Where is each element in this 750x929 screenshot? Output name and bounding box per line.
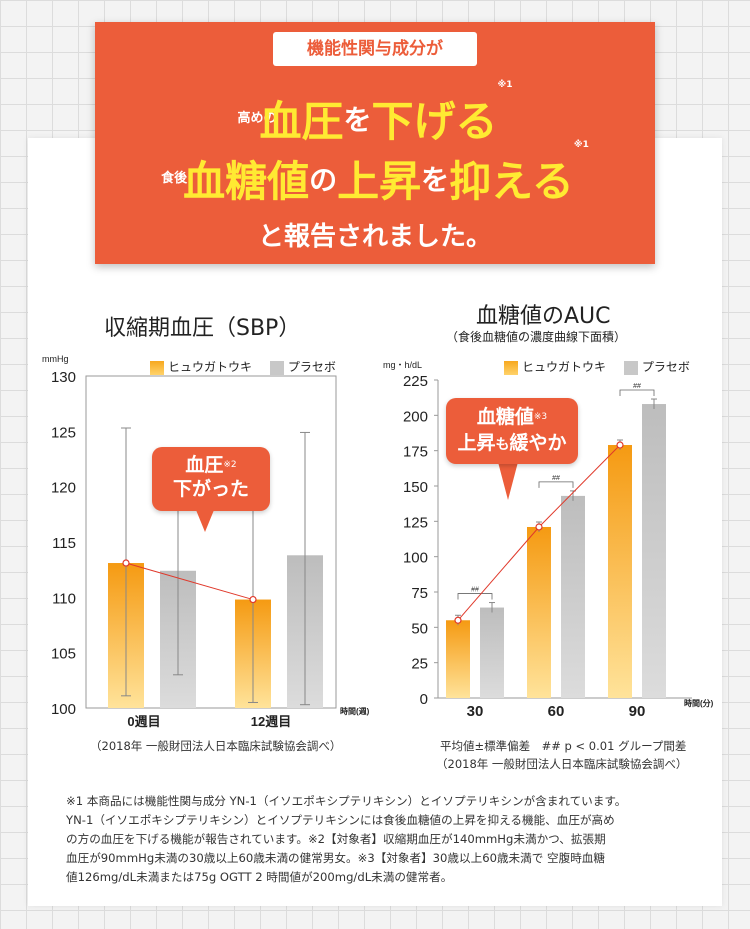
footnotes: ※1 本商品には機能性関与成分 YN-1（イソエポキシプテリキシン）とイソプテリ… xyxy=(66,792,706,887)
callout2-line1: 血糖値 xyxy=(476,406,534,428)
chart2-sig-bracket xyxy=(538,481,574,488)
legend-swatch-gray xyxy=(623,360,638,375)
chart2-xlabel: 時間(分) xyxy=(684,698,714,708)
line1-mid: を xyxy=(343,103,372,137)
chart2-ytick: 125 xyxy=(403,514,428,531)
legend-swatch-gray xyxy=(269,360,284,375)
chart1-ytick: 105 xyxy=(51,646,76,663)
footnote-line: YN-1（イソエポキシプテリキシン）とイソプテリキシンには食後血糖値の上昇を抑え… xyxy=(66,813,615,827)
banner-pill: 機能性関与成分が xyxy=(273,32,477,66)
chart2-bar-gray xyxy=(642,404,666,698)
chart2-title: 血糖値のAUC xyxy=(476,304,611,329)
chart1-ylabel: mmHg xyxy=(42,354,69,364)
callout2-line2b: も xyxy=(495,437,510,453)
chart2-legend: ヒュウガトウキ プラセボ xyxy=(504,358,690,375)
chart2-ytick: 25 xyxy=(411,656,428,673)
chart2-ytick: 0 xyxy=(420,691,428,708)
chart2-trend-line xyxy=(538,444,621,528)
line1-big-2: 下げる xyxy=(371,97,498,146)
legend-label-1: ヒュウガトウキ xyxy=(168,360,253,374)
chart2-xtick: 60 xyxy=(548,703,565,720)
chart2-trend-line xyxy=(457,526,540,621)
legend-swatch-orange xyxy=(150,360,164,375)
chart1-frame xyxy=(85,375,337,709)
chart2-callout: 血糖値※3 上昇も緩やか xyxy=(446,398,578,464)
footnote-line: 値126mg/dL未満または75g OGTT 2 時間値が200mg/dL未満の… xyxy=(66,870,453,884)
line2-sup: ※1 xyxy=(573,140,589,150)
chart1-ytick: 130 xyxy=(51,369,76,386)
chart2-sig-bracket xyxy=(457,593,493,600)
chart2-ytick: 50 xyxy=(411,620,428,637)
callout1-line1: 血圧 xyxy=(185,454,224,476)
chart1-ytick: 120 xyxy=(51,480,76,497)
chart2-bar-orange xyxy=(446,620,470,698)
chart2-xtick: 90 xyxy=(629,703,646,720)
headline-banner: 機能性関与成分が 高めの血圧を下げる※1 食後血糖値の上昇を抑える※1 と報告さ… xyxy=(95,22,655,264)
chart1-ytick: 110 xyxy=(52,590,76,607)
chart2-sig-label: ## xyxy=(471,587,479,594)
chart2-ytick: 100 xyxy=(403,550,428,567)
chart2-bar-orange xyxy=(608,445,632,698)
chart2-subtitle: （食後血糖値の濃度曲線下面積） xyxy=(446,330,627,344)
callout2-line2a: 上昇 xyxy=(457,432,496,454)
chart2-trend-point xyxy=(616,441,624,449)
headline-line-3: と報告されました。 xyxy=(257,222,492,252)
callout1-sup: ※2 xyxy=(223,460,237,470)
chart1-trend-point xyxy=(249,595,257,604)
chart1-callout: 血圧※2 下がった xyxy=(152,447,270,511)
chart2-trend-point xyxy=(535,523,543,531)
line1-big-1: 血圧 xyxy=(259,97,344,146)
line2-big-1: 血糖値 xyxy=(183,157,310,206)
chart2-plot: 225 200 175 150 125 100 75 50 25 0 mg・h/dL 30 ## 60 ##… xyxy=(383,360,714,720)
chart1-ytick: 115 xyxy=(52,535,76,552)
chart2-ytick: 200 xyxy=(403,408,428,425)
chart1-plot: 130 125 120 115 110 105 100 mmHg 0週目 12週目 時間(週) xyxy=(42,354,370,729)
legend-label-1: ヒュウガトウキ xyxy=(522,360,607,374)
chart2-note-2: （2018年 一般財団法人日本臨床試験協会調べ） xyxy=(436,757,688,771)
chart2-xtick: 30 xyxy=(467,703,484,720)
chart2-bar-gray xyxy=(480,607,504,698)
chart2-ylabel: mg・h/dL xyxy=(383,360,422,370)
chart2-trend-point xyxy=(454,616,462,624)
footnote-line: の方の血圧を下げる機能が報告されています。※2【対象者】収縮期血圧が140mmH… xyxy=(66,832,606,846)
chart2-note-1: 平均値±標準偏差 ## p < 0.01 グループ間差 xyxy=(440,739,687,753)
callout2-line2c: 緩やか xyxy=(509,432,567,454)
chart2-ytick: 150 xyxy=(403,479,428,496)
content-card xyxy=(28,138,722,906)
chart2-bar-gray xyxy=(561,495,585,698)
chart2-ytick: 225 xyxy=(403,373,428,390)
chart1-ytick: 100 xyxy=(51,701,76,718)
legend-label-2: プラセボ xyxy=(641,360,690,374)
legend-label-2: プラセボ xyxy=(287,360,336,374)
line2-mid-2: を xyxy=(421,163,450,197)
chart1-trend-line xyxy=(125,562,254,601)
legend-swatch-orange xyxy=(504,360,518,375)
footnote-line: ※1 本商品には機能性関与成分 YN-1（イソエポキシプテリキシン）とイソプテリ… xyxy=(66,794,627,808)
chart2-sig-label: ## xyxy=(633,383,641,390)
chart1-legend: ヒュウガトウキ プラセボ xyxy=(150,358,336,375)
chart1-xtick: 12週目 xyxy=(251,714,291,729)
chart1-trend-point xyxy=(122,559,130,567)
chart2-bar-orange xyxy=(527,526,551,698)
footnote-line: 血圧が90mmHg未満の30歳以上60歳未満の健常男女。※3【対象者】30歳以上… xyxy=(66,851,605,865)
line2-big-3: 抑える xyxy=(449,157,574,206)
headline-line-1: 高めの血圧を下げる※1 xyxy=(95,80,655,149)
chart2-ytick: 75 xyxy=(411,585,428,602)
chart2-ytick: 175 xyxy=(403,444,428,461)
chart2-sig-bracket xyxy=(619,389,655,397)
line2-mid-1: の xyxy=(309,163,338,197)
chart1-note: （2018年 一般財団法人日本臨床試験協会調べ） xyxy=(90,739,342,753)
callout1-line2: 下がった xyxy=(172,478,249,500)
chart1-ytick: 125 xyxy=(51,424,76,441)
chart2-sig-label: ## xyxy=(552,475,560,482)
chart1-xtick: 0週目 xyxy=(127,714,160,729)
chart1-title: 収縮期血圧（SBP） xyxy=(104,316,301,341)
line2-big-2: 上昇 xyxy=(337,157,422,206)
callout2-sup: ※3 xyxy=(533,412,548,422)
headline-line-2: 食後血糖値の上昇を抑える※1 xyxy=(95,140,655,209)
chart1-xlabel: 時間(週) xyxy=(340,706,370,716)
line1-sup: ※1 xyxy=(497,80,513,90)
